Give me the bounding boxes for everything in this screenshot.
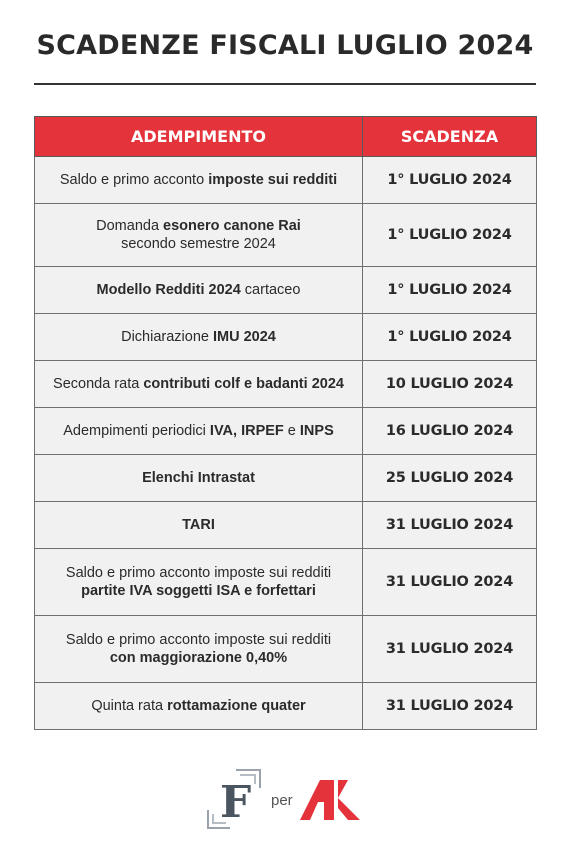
deadlines-table: ADEMPIMENTO SCADENZA Saldo e primo accon… [34,116,537,730]
footer-logos: F per [0,768,570,830]
svg-text:F: F [220,777,251,828]
deadline-cell: 16 LUGLIO 2024 [362,407,537,455]
task-cell: Saldo e primo acconto imposte sui reddit… [34,156,363,204]
footer-connector-text: per [271,792,293,809]
task-cell: Domanda esonero canone Rai secondo semest… [34,203,363,267]
deadline-cell: 1° LUGLIO 2024 [362,313,537,361]
table-row: Saldo e primo acconto imposte sui reddit… [34,548,537,616]
task-text: Seconda rata [53,376,144,392]
task-text: Domanda [96,218,164,234]
task-cell: Quinta rata rottamazione quater [34,682,363,730]
fiscal-logo-icon: F [207,769,261,829]
table-row: Quinta rata rottamazione quater 31 LUGLIO… [34,682,537,730]
task-cell: Saldo e primo acconto imposte sui reddit… [34,548,363,616]
table-row: Modello Redditi 2024 cartaceo 1° LUGLIO 2… [34,266,537,314]
task-cell: Dichiarazione IMU 2024 [34,313,363,361]
deadline-cell: 31 LUGLIO 2024 [362,548,537,616]
task-text-bold: rottamazione quater [167,698,306,714]
task-text: Quinta rata [91,698,168,714]
task-text: Dichiarazione [121,329,213,345]
task-cell: TARI [34,501,363,549]
task-cell: Elenchi Intrastat [34,454,363,502]
task-text: secondo semestre 2024 [121,236,276,252]
task-text: Saldo e primo acconto imposte sui reddit… [65,565,332,581]
ak-logo-icon [300,780,360,820]
deadline-cell: 25 LUGLIO 2024 [362,454,537,502]
table-row: Seconda rata contributi colf e badanti 2… [34,360,537,408]
deadline-cell: 31 LUGLIO 2024 [362,682,537,730]
task-cell: Modello Redditi 2024 cartaceo [34,266,363,314]
task-text-bold: contributi colf e badanti 2024 [143,376,344,392]
page-title: SCADENZE FISCALI LUGLIO 2024 [36,30,534,61]
deadline-cell: 10 LUGLIO 2024 [362,360,537,408]
task-text-bold: imposte sui redditi [208,172,338,188]
task-text: cartaceo [240,282,301,298]
column-header-deadline: SCADENZA [362,116,537,157]
table-row: Dichiarazione IMU 2024 1° LUGLIO 2024 [34,313,537,361]
task-text-bold: IMU 2024 [213,329,276,345]
column-header-task: ADEMPIMENTO [34,116,363,157]
title-divider [34,83,536,85]
table-row: Adempimenti periodici IVA, IRPEF e INPS 1… [34,407,537,455]
task-text-bold: INPS [299,423,334,439]
task-text-bold: con maggiorazione 0,40% [109,650,288,666]
deadline-cell: 1° LUGLIO 2024 [362,156,537,204]
table-row: TARI 31 LUGLIO 2024 [34,501,537,549]
table-header-row: ADEMPIMENTO SCADENZA [34,116,537,157]
task-text-bold: TARI [182,517,215,533]
table-row: Domanda esonero canone Rai secondo semest… [34,203,537,267]
table-row: Saldo e primo acconto imposte sui reddit… [34,615,537,683]
deadline-cell: 31 LUGLIO 2024 [362,615,537,683]
task-cell: Seconda rata contributi colf e badanti 2… [34,360,363,408]
task-text-bold: Modello Redditi 2024 [96,282,241,298]
table-row: Saldo e primo acconto imposte sui reddit… [34,156,537,204]
task-text-bold: Elenchi Intrastat [142,470,255,486]
table-row: Elenchi Intrastat 25 LUGLIO 2024 [34,454,537,502]
task-text-bold: esonero canone Rai [163,218,301,234]
deadline-cell: 1° LUGLIO 2024 [362,203,537,267]
task-cell: Adempimenti periodici IVA, IRPEF e INPS [34,407,363,455]
deadline-cell: 1° LUGLIO 2024 [362,266,537,314]
task-text-bold: IVA, IRPEF [209,423,284,439]
task-text: Saldo e primo acconto imposte sui reddit… [65,632,332,648]
task-text: Saldo e primo acconto [59,172,209,188]
task-text: Adempimenti periodici [63,423,210,439]
task-text-bold: partite IVA soggetti ISA e forfettari [81,583,316,599]
deadline-cell: 31 LUGLIO 2024 [362,501,537,549]
task-text: e [283,423,300,439]
task-cell: Saldo e primo acconto imposte sui reddit… [34,615,363,683]
